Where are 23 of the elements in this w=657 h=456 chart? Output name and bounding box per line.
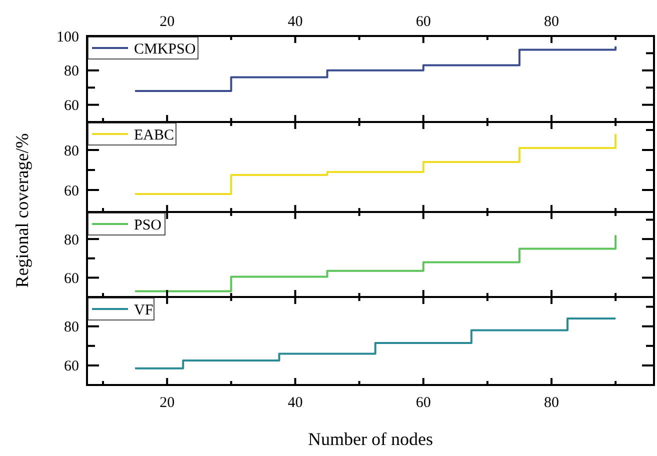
x-tick-label: 60: [416, 395, 431, 411]
x-tick-label: 20: [160, 14, 175, 30]
x-axis-title: Number of nodes: [308, 429, 433, 449]
y-tick-label: 100: [56, 29, 79, 46]
y-tick-label: 60: [64, 358, 79, 375]
x-tick-label: 40: [288, 395, 303, 411]
y-tick-label: 60: [64, 183, 79, 200]
x-tick-label: 40: [288, 14, 303, 30]
x-tick-label: 80: [544, 14, 559, 30]
legend-label: VF: [134, 302, 154, 318]
x-tick-label: 20: [160, 395, 175, 411]
y-tick-label: 80: [64, 232, 79, 248]
y-axis-title: Regional coverage/%: [12, 133, 32, 288]
y-tick-label: 60: [64, 98, 79, 114]
legend-label: CMKPSO: [134, 41, 196, 58]
legend-label: EABC: [134, 127, 174, 144]
y-tick-label: 80: [64, 64, 79, 80]
y-tick-label: 60: [64, 270, 79, 287]
x-tick-label: 60: [416, 14, 431, 30]
y-tick-label: 80: [64, 320, 79, 336]
y-tick-label: 80: [64, 143, 79, 160]
legend-label: PSO: [134, 217, 162, 234]
x-tick-label: 80: [544, 395, 559, 411]
